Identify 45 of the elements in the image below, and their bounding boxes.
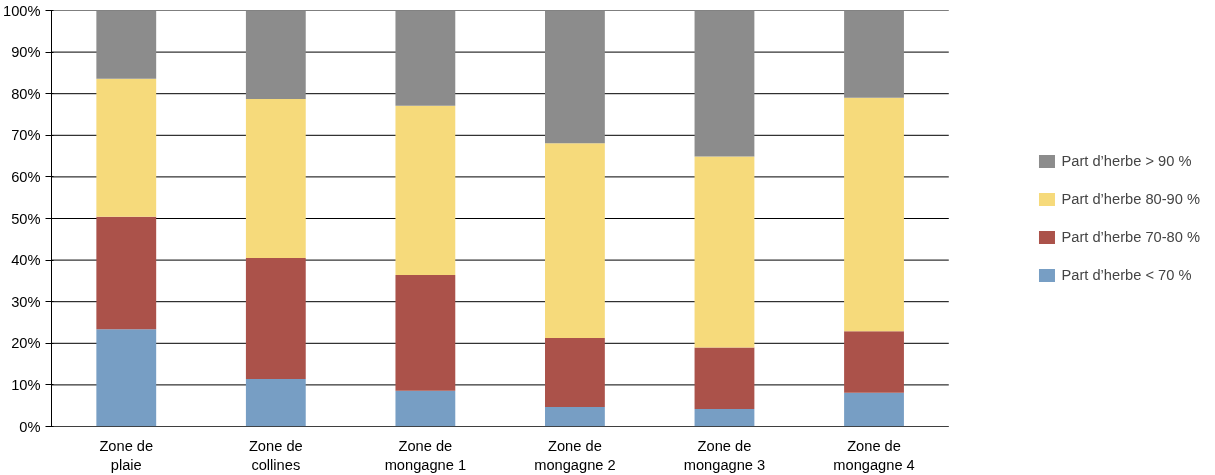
y-tick-label: 60% [11, 168, 41, 185]
y-tick-label: 50% [11, 210, 41, 227]
bar [844, 392, 904, 427]
bar [545, 10, 605, 144]
legend-label: Part d’herbe > 90 % [1061, 153, 1192, 169]
y-tick-label: 70% [11, 127, 41, 144]
bar [96, 78, 157, 217]
bar [245, 258, 306, 380]
x-tick-label: Zone de mongagne 2 [534, 437, 616, 473]
bar [245, 99, 306, 259]
bar [545, 337, 605, 407]
bar [545, 143, 605, 338]
x-tick-label: Zone de collines [248, 437, 303, 473]
bar [96, 329, 157, 427]
bar [844, 10, 904, 98]
y-tick-label: 90% [11, 44, 41, 61]
legend-label: Part d’herbe 70-80 % [1061, 229, 1200, 245]
bar [395, 275, 456, 391]
y-tick-label: 20% [11, 335, 41, 352]
y-tick-label: 30% [11, 293, 41, 310]
bar [96, 216, 157, 330]
bar [395, 105, 456, 276]
bar [694, 10, 755, 157]
bar [545, 406, 605, 427]
bar [395, 10, 456, 106]
bar [694, 409, 755, 427]
bar [844, 97, 904, 332]
bar [844, 331, 904, 393]
legend-label: Part d’herbe < 70 % [1061, 267, 1192, 283]
legend-label: Part d’herbe 80-90 % [1061, 191, 1200, 207]
y-tick-label: 0% [19, 418, 41, 435]
y-tick-label: 40% [11, 252, 41, 269]
bar [245, 379, 306, 427]
x-tick-label: Zone de mongagne 1 [384, 437, 467, 473]
bar [395, 390, 456, 427]
bar [694, 156, 755, 348]
bar [694, 347, 755, 410]
bar [245, 10, 306, 100]
x-tick-label: Zone de mongagne 4 [833, 437, 915, 473]
x-tick-label: Zone de mongagne 3 [683, 437, 766, 473]
y-tick-label: 100% [3, 2, 41, 19]
y-tick-label: 10% [11, 376, 41, 393]
bar [96, 10, 157, 79]
x-tick-label: Zone de plaie [99, 437, 154, 473]
y-tick-label: 80% [11, 85, 41, 102]
